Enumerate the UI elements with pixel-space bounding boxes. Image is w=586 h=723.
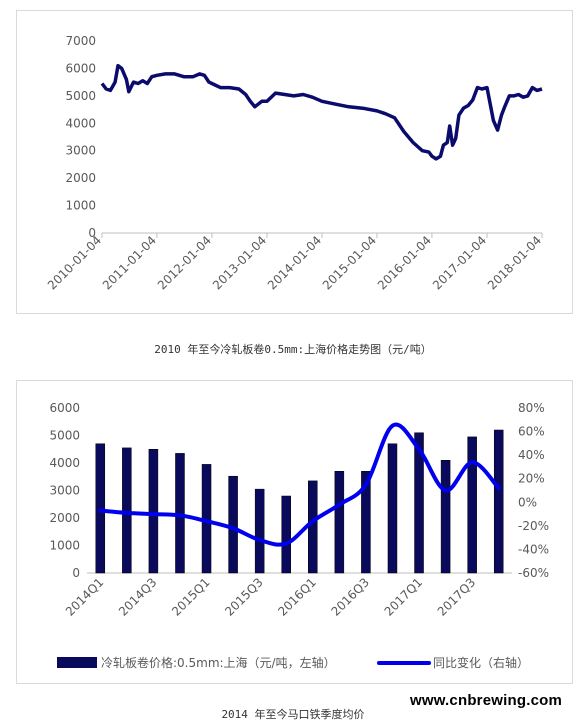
chart1-caption: 2010 年至今冷轧板卷0.5mm:上海价格走势图（元/吨） <box>154 343 432 356</box>
y-tick-label: 2000 <box>65 171 96 185</box>
y-left-tick-label: 2000 <box>49 511 80 525</box>
x-tick-label: 2017Q3 <box>435 575 479 619</box>
x-tick-label: 2017-01-04 <box>430 233 489 292</box>
x-tick-label: 2011-01-04 <box>100 233 159 292</box>
y-left-tick-label: 5000 <box>49 429 80 443</box>
x-tick-label: 2015Q1 <box>169 575 213 619</box>
y-tick-label: 6000 <box>65 61 96 75</box>
y-left-tick-label: 3000 <box>49 484 80 498</box>
y-tick-label: 4000 <box>65 116 96 130</box>
price-bar <box>254 488 265 574</box>
x-tick-label: 2014-01-04 <box>265 233 324 292</box>
legend-bar-label: 冷轧板卷价格:0.5mm:上海（元/吨，左轴） <box>101 655 336 670</box>
x-tick-label: 2013-01-04 <box>210 233 269 292</box>
y-tick-label: 3000 <box>65 144 96 158</box>
y-left-tick-label: 0 <box>72 566 80 580</box>
y-right-tick-label: 20% <box>518 472 545 486</box>
y-left-tick-label: 4000 <box>49 456 80 470</box>
price-bar <box>148 449 159 574</box>
quarterly-price-chart: 0 1000 2000 3000 4000 5000 6000 -60% -40% -20% 0% 2… <box>49 401 549 670</box>
y-tick-label: 5000 <box>65 89 96 103</box>
x-tick-label: 2014Q3 <box>116 575 160 619</box>
y-right-tick-label: 80% <box>518 401 545 415</box>
price-bar <box>281 495 291 574</box>
y-tick-label: 1000 <box>65 199 96 213</box>
y-left-tick-label: 1000 <box>49 539 80 553</box>
price-series-line <box>100 63 543 161</box>
price-bar <box>95 443 106 574</box>
site-watermark: www.cnbrewing.com <box>410 692 563 709</box>
quarterly-price-chart-panel: 0 1000 2000 3000 4000 5000 6000 -60% -40% -20% 0% 2… <box>16 380 573 684</box>
price-bar <box>414 432 424 574</box>
x-tick-label: 2016Q1 <box>275 575 319 619</box>
y-right-tick-label: 60% <box>518 425 545 439</box>
x-tick-label: 2015Q3 <box>222 575 266 619</box>
x-tick-label: 2017Q1 <box>382 575 426 619</box>
y-right-tick-label: 0% <box>518 495 537 509</box>
yoy-change-line <box>98 422 501 547</box>
price-bar <box>228 475 238 574</box>
price-bar <box>308 480 318 574</box>
price-bar <box>493 429 504 574</box>
price-bar <box>334 471 345 574</box>
y-right-tick-label: -40% <box>518 542 549 556</box>
legend-bar-swatch <box>57 657 97 668</box>
y-tick-label: 7000 <box>65 34 96 48</box>
x-tick-label: 2015-01-04 <box>320 233 379 292</box>
price-bar <box>467 436 477 574</box>
y-left-tick-label: 6000 <box>49 401 80 415</box>
y-right-tick-label: -60% <box>518 566 549 580</box>
legend-line-label: 同比变化（右轴） <box>433 655 529 670</box>
y-tick-label: 0 <box>88 226 96 240</box>
x-tick-label: 2014Q1 <box>63 575 107 619</box>
chart2-caption: 2014 年至今马口铁季度均价 <box>221 708 365 721</box>
x-tick-label: 2012-01-04 <box>155 233 214 292</box>
x-tick-label: 2010-01-04 <box>45 233 104 292</box>
price-bar <box>122 447 132 574</box>
x-tick-label: 2016-01-04 <box>375 233 434 292</box>
price-trend-chart-panel: 0 1000 2000 3000 4000 5000 6000 7000 2010-01-04 2… <box>16 10 573 314</box>
price-bar <box>387 443 398 574</box>
y-right-tick-label: -20% <box>518 519 549 533</box>
price-bar <box>361 471 371 574</box>
price-bar <box>440 460 451 574</box>
price-trend-chart: 010002000300040005000600070002010-01-042… <box>45 34 544 292</box>
x-tick-label: 2018-01-04 <box>485 233 544 292</box>
x-tick-label: 2016Q3 <box>328 575 372 619</box>
y-right-tick-label: 40% <box>518 448 545 462</box>
